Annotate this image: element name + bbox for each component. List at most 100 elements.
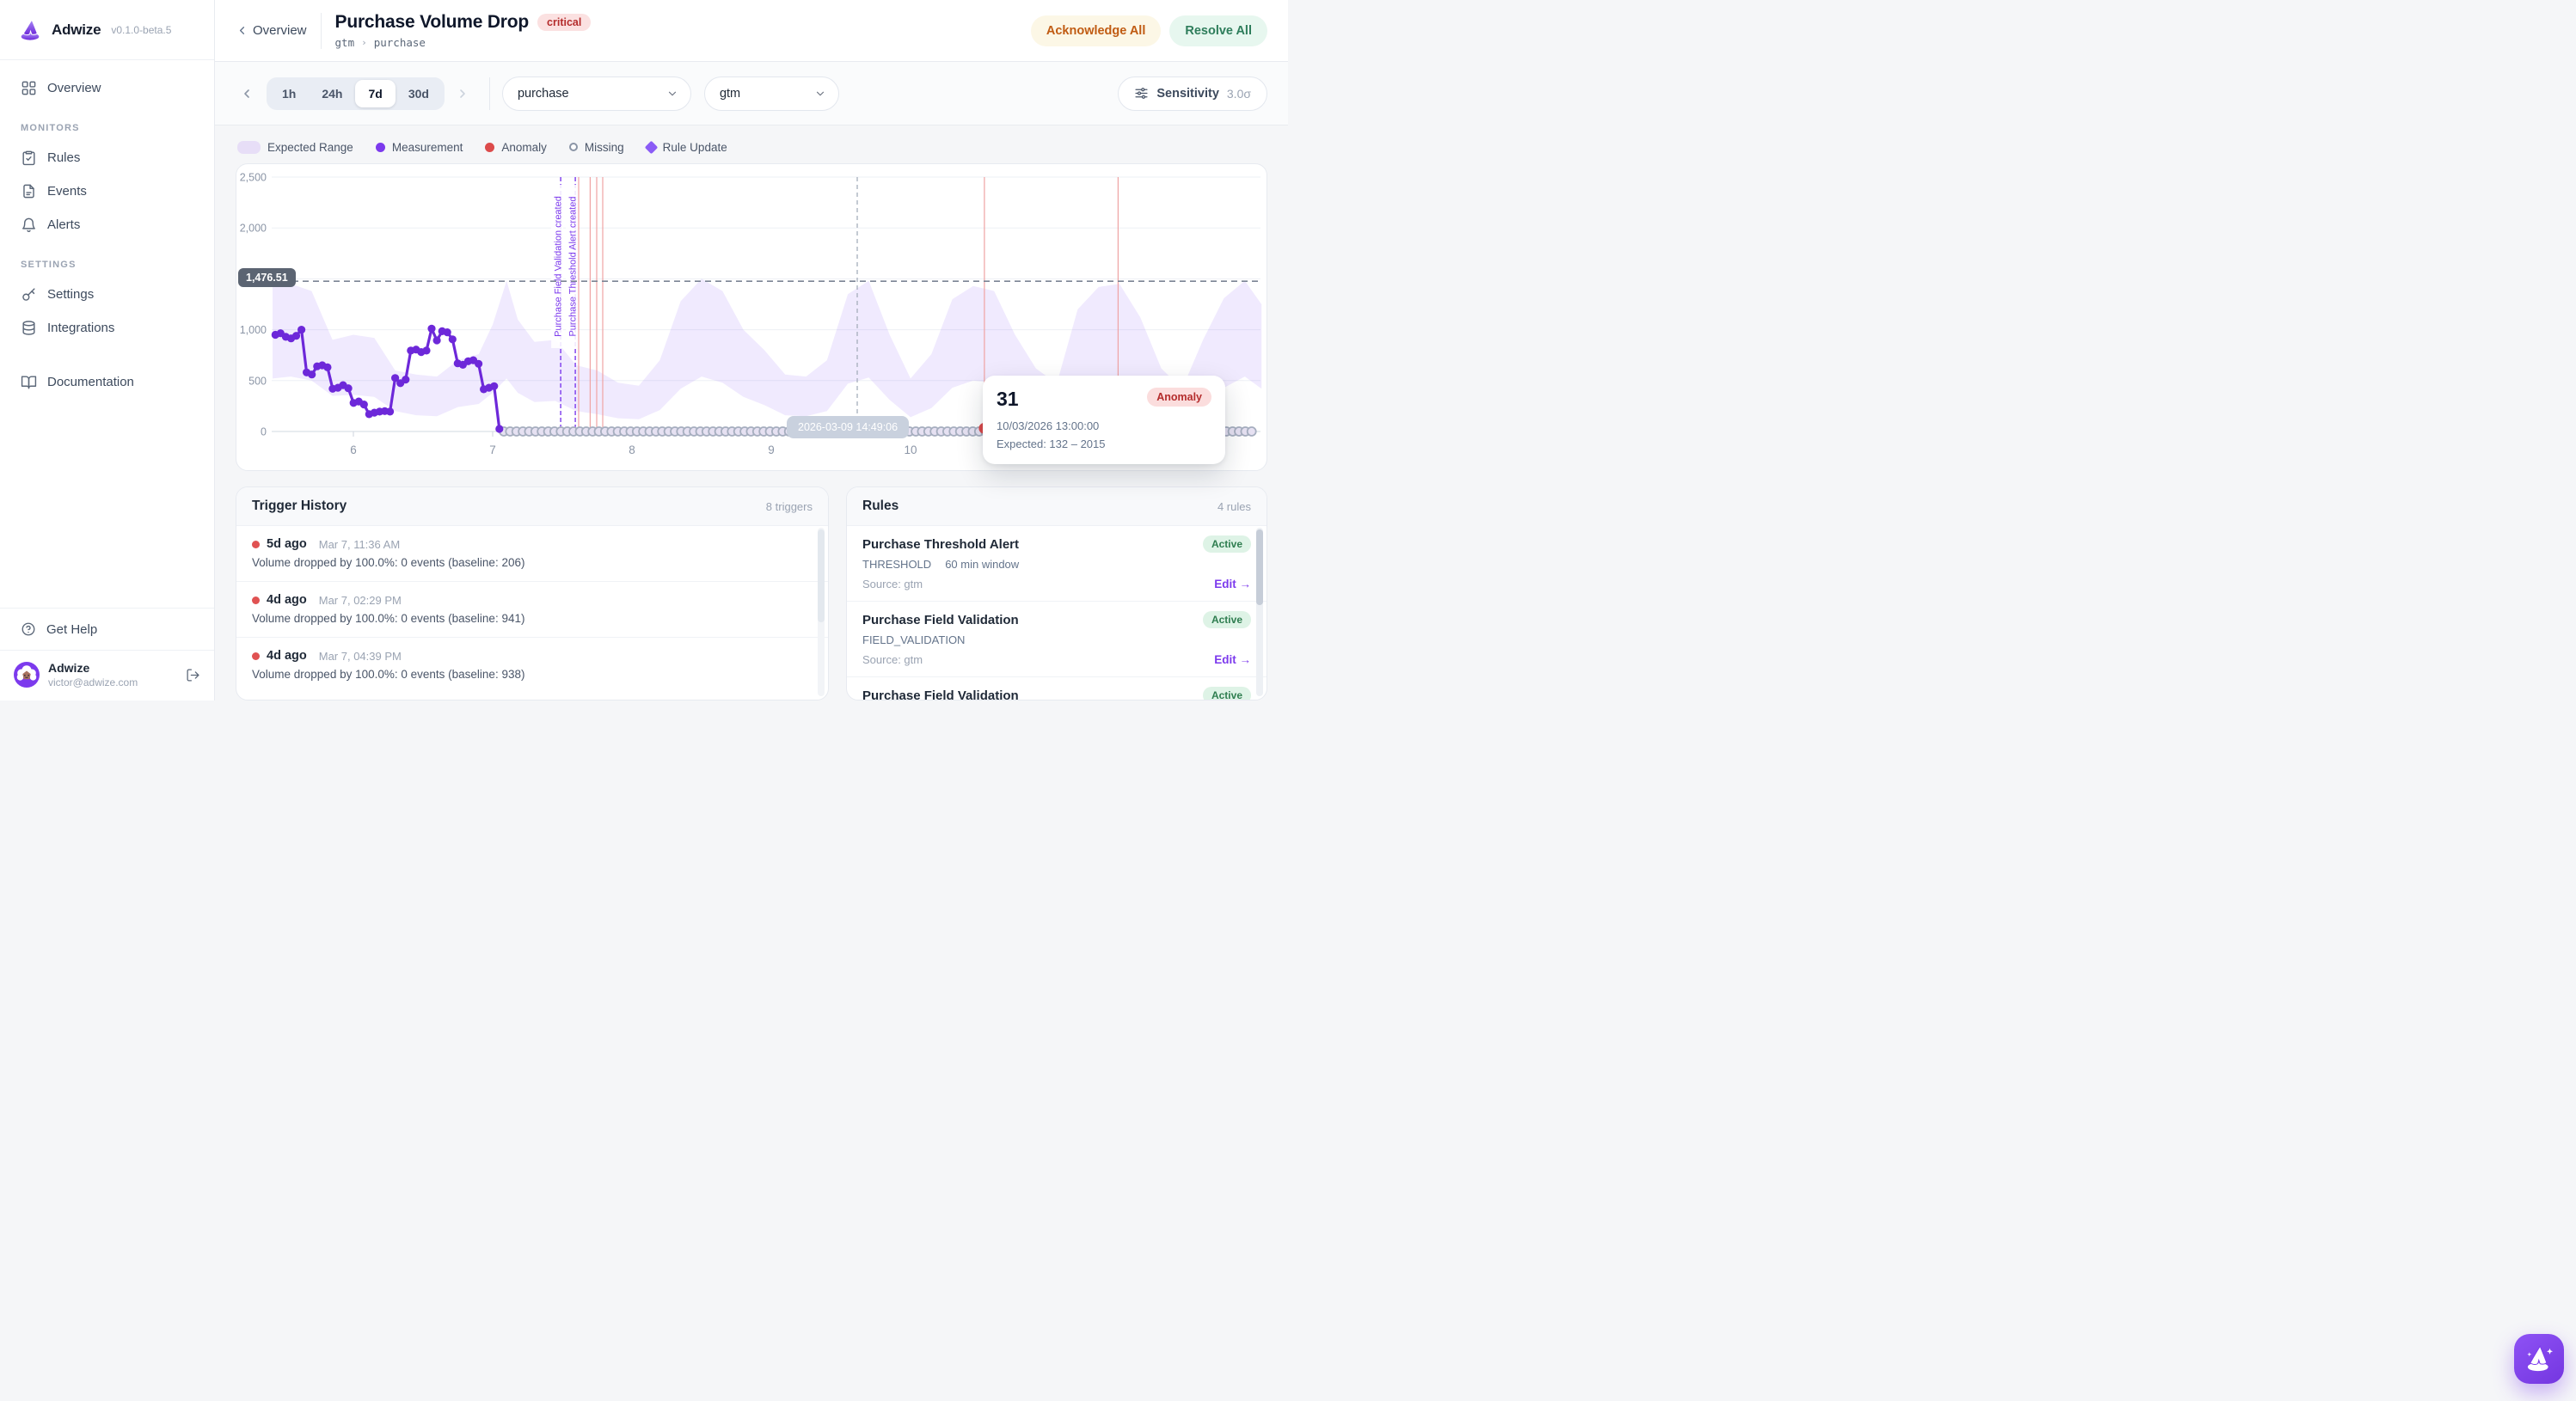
- svg-text:0: 0: [261, 426, 267, 438]
- trigger-history-header: Trigger History 8 triggers: [236, 487, 828, 526]
- range-30d-button[interactable]: 30d: [396, 80, 442, 107]
- chart-card[interactable]: Purchase Field Validation created Purchas…: [236, 163, 1267, 471]
- sliders-icon: [1134, 86, 1149, 101]
- time-range-next-button[interactable]: [451, 83, 474, 105]
- rule-row[interactable]: Purchase Field Validation Active FIELD_VA…: [847, 601, 1267, 676]
- metric-select[interactable]: purchase: [501, 76, 691, 111]
- grid-icon: [21, 80, 37, 96]
- rule-edit-link[interactable]: Edit →: [1214, 653, 1251, 666]
- rules-panel: Rules 4 rules Purchase Threshold Alert Ac…: [846, 486, 1267, 700]
- trigger-scrollbar[interactable]: [818, 528, 825, 696]
- acknowledge-all-button[interactable]: Acknowledge All: [1030, 15, 1162, 46]
- sidebar-item-label: Events: [47, 184, 87, 199]
- range-1h-button[interactable]: 1h: [269, 80, 309, 107]
- resolve-all-button[interactable]: Resolve All: [1169, 15, 1267, 46]
- bell-icon: [21, 217, 37, 233]
- measurement-dot-icon: [375, 142, 385, 152]
- sidebar-item-label: Overview: [47, 81, 101, 95]
- sidebar-item-documentation[interactable]: Documentation: [12, 366, 202, 398]
- app-version: v0.1.0-beta.5: [111, 23, 172, 36]
- rule-row[interactable]: Purchase Threshold Alert Active THRESHOLD…: [862, 535, 1251, 590]
- sidebar-item-label: Integrations: [47, 321, 115, 335]
- trigger-severity-dot-icon: [252, 540, 260, 548]
- rule-status-badge: Active: [1202, 535, 1251, 553]
- assistant-fab-button[interactable]: [2514, 1334, 2564, 1384]
- sidebar-item-label: Alerts: [47, 217, 81, 232]
- legend-measurement: Measurement: [375, 141, 463, 154]
- sidebar-item-rules[interactable]: Rules: [12, 142, 202, 174]
- sidebar-item-alerts[interactable]: Alerts: [12, 209, 202, 241]
- get-help-button[interactable]: Get Help: [0, 608, 214, 650]
- trigger-row[interactable]: 5d ago Mar 7, 11:36 AM Volume dropped by …: [252, 537, 525, 569]
- sidebar-item-label: Settings: [47, 287, 95, 302]
- sidebar-item-integrations[interactable]: Integrations: [12, 312, 202, 344]
- svg-text:Purchase Field Validation crea: Purchase Field Validation created: [554, 196, 564, 337]
- missing-ring-icon: [568, 143, 578, 151]
- back-to-overview-link[interactable]: Overview: [236, 23, 307, 38]
- range-7d-button[interactable]: 7d: [355, 79, 396, 107]
- chart-legend: Expected Range Measurement Anomaly Missi…: [237, 131, 1267, 163]
- sidebar-nav: Overview MONITORS Rules Events Alerts SE…: [0, 60, 214, 608]
- trigger-severity-dot-icon: [252, 596, 260, 604]
- get-help-label: Get Help: [46, 621, 98, 637]
- database-icon: [21, 320, 37, 336]
- trigger-history-panel: Trigger History 8 triggers 5d ago Mar 7, …: [236, 486, 829, 700]
- trigger-count-badge: 8 triggers: [765, 499, 813, 513]
- tooltip-anomaly-badge: Anomaly: [1147, 388, 1211, 407]
- chevron-left-icon: [236, 24, 248, 37]
- toolbar-divider: [488, 76, 490, 110]
- toolbar: 1h 24h 7d 30d purchase gtm Sensitivity 3…: [215, 62, 1288, 125]
- rule-update-diamond-icon: [644, 140, 658, 154]
- sidebar-item-settings[interactable]: Settings: [12, 278, 202, 310]
- rule-row[interactable]: Purchase Field Validation Active: [847, 676, 1267, 700]
- severity-badge: critical: [537, 14, 592, 31]
- avatar: [14, 662, 40, 688]
- rules-header: Rules 4 rules: [847, 487, 1267, 526]
- breadcrumb-source: gtm: [334, 36, 355, 49]
- legend-missing: Missing: [568, 141, 624, 154]
- wizard-hat-icon: [2527, 1345, 2553, 1372]
- user-row[interactable]: Adwize victor@adwize.com: [0, 650, 214, 700]
- chevron-down-icon: [666, 88, 678, 100]
- sidebar-section-monitors: MONITORS: [21, 123, 80, 133]
- logout-icon[interactable]: [186, 668, 200, 682]
- rule-status-badge: Active: [1202, 611, 1251, 628]
- user-name: Adwize: [48, 661, 90, 675]
- rule-status-badge: Active: [1202, 687, 1251, 700]
- tooltip-expected-range: Expected: 132 – 2015: [997, 437, 1106, 450]
- time-range-prev-button[interactable]: [236, 83, 258, 105]
- app-name: Adwize: [52, 21, 101, 38]
- breadcrumb-separator-icon: ›: [361, 37, 367, 48]
- back-label: Overview: [253, 23, 307, 38]
- rule-edit-link[interactable]: Edit →: [1214, 578, 1251, 590]
- source-select-value: gtm: [719, 86, 741, 101]
- time-range-segmented-control: 1h 24h 7d 30d: [267, 76, 445, 110]
- wizard-hat-logo-icon: [17, 17, 43, 43]
- chart-tooltip: 31 Anomaly 10/03/2026 13:00:00 Expected:…: [983, 376, 1225, 464]
- clipboard-check-icon: [21, 150, 37, 166]
- sidebar-item-events[interactable]: Events: [12, 175, 202, 207]
- threshold-value-label: 1,476.51: [238, 268, 296, 287]
- trigger-row[interactable]: 4d ago Mar 7, 02:29 PM Volume dropped by …: [236, 581, 828, 637]
- legend-rule-update: Rule Update: [644, 140, 727, 154]
- metric-select-value: purchase: [517, 86, 569, 101]
- user-email: victor@adwize.com: [48, 676, 138, 688]
- source-select[interactable]: gtm: [703, 76, 839, 111]
- sidebar-item-label: Documentation: [47, 375, 134, 389]
- page-title: Purchase Volume Drop: [334, 12, 530, 32]
- sensitivity-button[interactable]: Sensitivity 3.0σ: [1118, 76, 1267, 111]
- sensitivity-value: 3.0σ: [1226, 86, 1251, 101]
- trigger-row[interactable]: 4d ago Mar 7, 04:39 PM Volume dropped by …: [236, 637, 828, 693]
- help-circle-icon: [21, 621, 36, 637]
- header-divider: [320, 12, 322, 49]
- sidebar-item-overview[interactable]: Overview: [12, 72, 202, 104]
- svg-text:7: 7: [489, 444, 496, 456]
- legend-anomaly: Anomaly: [485, 141, 547, 154]
- range-24h-button[interactable]: 24h: [309, 80, 355, 107]
- svg-text:2,500: 2,500: [240, 172, 267, 184]
- rules-scrollbar[interactable]: [1256, 528, 1263, 696]
- sidebar-item-label: Rules: [47, 150, 81, 165]
- svg-text:500: 500: [248, 375, 267, 387]
- rules-count-badge: 4 rules: [1217, 499, 1251, 513]
- page-header: Overview Purchase Volume Drop critical g…: [215, 0, 1288, 62]
